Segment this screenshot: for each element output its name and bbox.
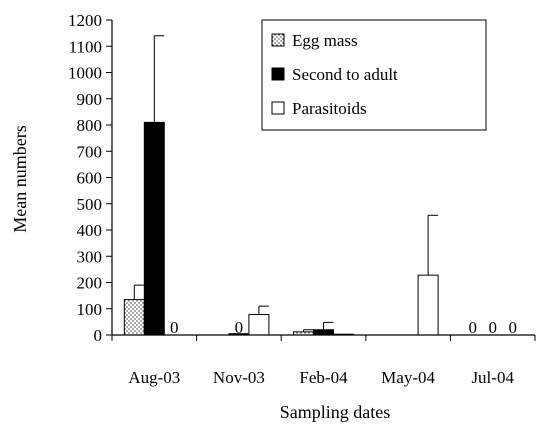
bar-parasitoids: [248, 314, 270, 336]
y-tick-label: 500: [77, 195, 103, 214]
zero-label-parasitoids: 0: [508, 318, 517, 337]
bar-parasitoids: [417, 274, 439, 336]
x-tick-label: Nov-03: [213, 368, 265, 387]
x-axis-ticks: Aug-03 Nov-03 Feb-04 May-04 Jul-04: [111, 335, 536, 387]
y-tick-label: 200: [77, 274, 103, 293]
bar-marks: 00 00 0: [123, 35, 517, 337]
y-tick-label: 300: [77, 247, 103, 266]
bar-second-to-adult: [143, 121, 165, 336]
bar-egg-mass: [123, 299, 145, 336]
legend-label-second-to-adult: Second to adult: [292, 65, 398, 84]
y-tick-label: 0: [94, 326, 103, 345]
y-tick-label: 700: [77, 142, 103, 161]
y-tick-label: 900: [77, 90, 103, 109]
legend-swatch-second-to-adult: [271, 67, 285, 81]
bar-second-to-adult: [313, 329, 334, 336]
zero-label-parasitoids: 0: [170, 318, 179, 337]
legend-label-parasitoids: Parasitoids: [292, 99, 367, 118]
y-tick-label: 100: [77, 300, 103, 319]
legend-label-egg-mass: Egg mass: [292, 31, 358, 50]
legend-box: [261, 19, 487, 131]
legend-swatch-egg-mass: [271, 33, 285, 47]
x-tick-label: Aug-03: [128, 368, 180, 387]
y-tick-label: 1200: [68, 11, 102, 30]
x-tick-label: May-04: [381, 368, 435, 387]
legend-swatch-parasitoids: [271, 101, 285, 115]
y-axis-ticks: 0 100 200 300 400 500 600 700 800 900 1000 1100 1200: [68, 11, 112, 345]
axes: [111, 20, 535, 336]
zero-label-egg-mass: 0: [468, 318, 477, 337]
y-tick-label: 400: [77, 221, 103, 240]
x-axis-title: Sampling dates: [280, 402, 391, 422]
y-tick-label: 1100: [69, 37, 102, 56]
x-tick-label: Feb-04: [299, 368, 348, 387]
zero-label-second-to-adult: 0: [235, 318, 244, 337]
y-tick-label: 800: [77, 116, 103, 135]
legend: Egg mass Second to adult Parasitoids: [261, 19, 487, 131]
x-tick-label: Jul-04: [471, 368, 514, 387]
y-tick-label: 1000: [68, 64, 102, 83]
y-axis-title: Mean numbers: [10, 125, 30, 232]
y-tick-label: 600: [77, 169, 103, 188]
zero-label-second-to-adult: 0: [488, 318, 497, 337]
